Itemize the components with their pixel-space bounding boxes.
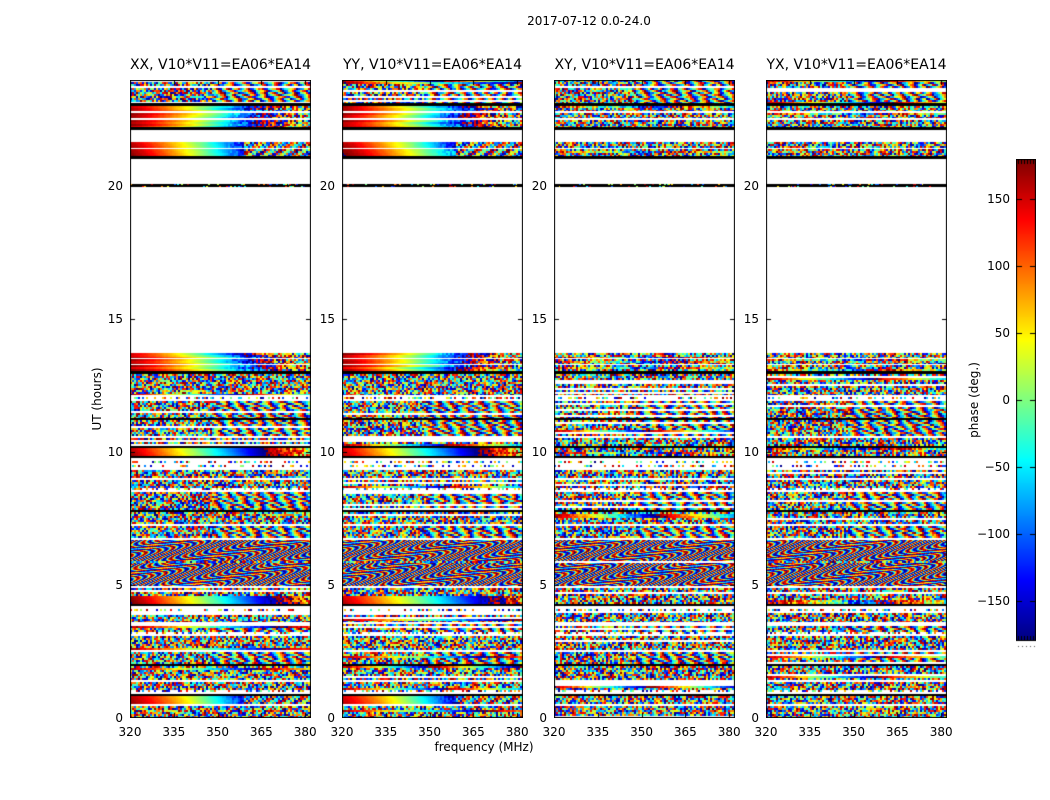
y-tick-label: 10 — [531, 445, 547, 460]
y-tick-label: 20 — [743, 179, 759, 194]
y-tick-label: 0 — [115, 711, 123, 725]
colorbar-gradient — [1016, 159, 1036, 651]
x-tick-label: 365 — [461, 725, 485, 739]
x-tick-label: 320 — [754, 725, 778, 739]
y-tick-label: 10 — [743, 445, 759, 460]
heatmap-canvas-xy — [554, 80, 735, 718]
y-tick-label: 15 — [107, 312, 123, 327]
x-axis-label: frequency (MHz) — [434, 740, 534, 754]
x-tick-label: 380 — [293, 725, 317, 739]
heatmap-canvas-xx — [130, 80, 311, 718]
x-tick-label: 365 — [885, 725, 909, 739]
y-tick-label: 0 — [539, 711, 547, 725]
y-tick-label: 10 — [319, 445, 335, 460]
x-tick-label: 350 — [206, 725, 230, 739]
heatmap-canvas-yy — [342, 80, 523, 718]
y-tick-label: 15 — [743, 312, 759, 327]
y-tick-label: 10 — [107, 445, 123, 460]
colorbar-tick-label: 100 — [987, 259, 1010, 274]
y-tick-label: 5 — [327, 578, 335, 593]
x-tick-label: 320 — [542, 725, 566, 739]
heatmap-canvas-yx — [766, 80, 947, 718]
panel-title-xx: XX, V10*V11=EA06*EA14 — [129, 57, 312, 73]
colorbar-tick-label: 150 — [987, 192, 1010, 207]
y-tick-label: 20 — [107, 179, 123, 194]
y-tick-label: 20 — [319, 179, 335, 194]
panel-title-yx: YX, V10*V11=EA06*EA14 — [766, 57, 947, 73]
y-tick-label: 0 — [751, 711, 759, 725]
panel-title-yy: YY, V10*V11=EA06*EA14 — [343, 57, 522, 73]
colorbar-tick-label: 50 — [994, 326, 1010, 341]
x-tick-label: 335 — [798, 725, 822, 739]
x-tick-label: 335 — [374, 725, 398, 739]
x-tick-label: 380 — [717, 725, 741, 739]
figure-title: 2017-07-12 0.0-24.0 — [527, 14, 651, 28]
x-tick-label: 365 — [249, 725, 273, 739]
x-tick-label: 380 — [505, 725, 529, 739]
x-tick-label: 335 — [586, 725, 610, 739]
panel-title-xy: XY, V10*V11=EA06*EA14 — [554, 57, 735, 73]
colorbar-tick-label: −50 — [984, 459, 1010, 474]
x-tick-label: 350 — [630, 725, 654, 739]
x-tick-label: 335 — [162, 725, 186, 739]
y-tick-label: 5 — [539, 578, 547, 593]
colorbar-tick-label: −100 — [977, 526, 1010, 541]
x-tick-label: 350 — [418, 725, 442, 739]
x-tick-label: 380 — [929, 725, 953, 739]
y-axis-label: UT (hours) — [90, 367, 104, 431]
y-tick-label: 0 — [327, 711, 335, 725]
x-tick-label: 320 — [118, 725, 142, 739]
y-tick-label: 5 — [751, 578, 759, 593]
y-tick-label: 20 — [531, 179, 547, 194]
x-tick-label: 365 — [673, 725, 697, 739]
y-tick-label: 15 — [319, 312, 335, 327]
x-tick-label: 320 — [330, 725, 354, 739]
y-tick-label: 5 — [115, 578, 123, 593]
colorbar-tick-label: −150 — [977, 593, 1010, 608]
x-tick-label: 350 — [842, 725, 866, 739]
colorbar-tick-label: 0 — [1002, 393, 1010, 407]
y-tick-label: 15 — [531, 312, 547, 327]
